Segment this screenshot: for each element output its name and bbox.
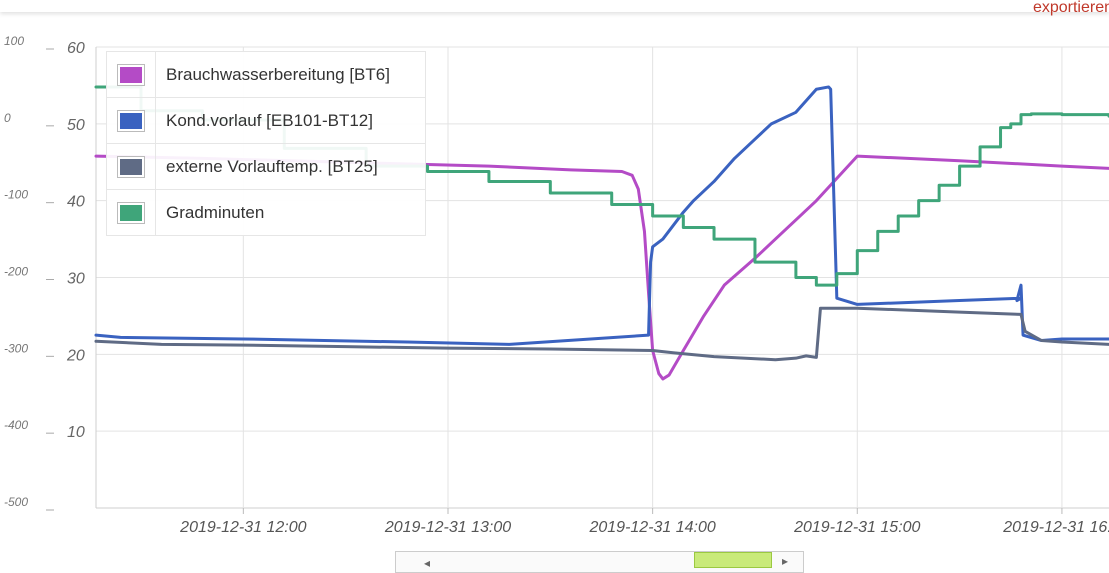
- legend-item-gradminuten[interactable]: Gradminuten: [107, 190, 425, 235]
- range-navigator[interactable]: ◂ ▸: [395, 551, 804, 573]
- legend-label: Gradminuten: [166, 202, 265, 222]
- y-tick-label-gradminuten: -200: [4, 265, 28, 279]
- series-line-1: [94, 85, 1109, 346]
- y-tick-label-gradminuten: 0: [4, 111, 11, 125]
- legend-label: externe Vorlauftemp. [BT25]: [166, 156, 378, 176]
- y-tick-label-temp: 30: [67, 271, 85, 288]
- y-tick-label-gradminuten: -500: [4, 495, 28, 509]
- y-tick-label-gradminuten: 100: [4, 34, 24, 48]
- series-line-3: [94, 85, 1109, 287]
- legend-label: Kond.vorlauf [EB101-BT12]: [166, 110, 373, 130]
- y-tick-label-gradminuten: -300: [4, 341, 28, 355]
- legend-swatch: [117, 201, 145, 224]
- y-tick-label-gradminuten: -100: [4, 188, 28, 202]
- y-tick-label-temp: 10: [67, 424, 85, 441]
- x-tick-label: 2019-12-31 12:00: [179, 519, 306, 536]
- navigator-right-arrow-icon[interactable]: ▸: [782, 554, 789, 568]
- series-line-0: [94, 154, 1109, 381]
- x-tick-label: 2019-12-31 13:00: [384, 519, 511, 536]
- export-link[interactable]: exportieren: [1032, 0, 1109, 16]
- y-tick-label-gradminuten: -400: [4, 418, 28, 432]
- legend-label: Brauchwasserbereitung [BT6]: [166, 64, 390, 84]
- legend-item-bt6[interactable]: Brauchwasserbereitung [BT6]: [107, 52, 425, 98]
- y-tick-label-temp: 50: [67, 117, 85, 134]
- navigator-handle[interactable]: [694, 552, 772, 568]
- legend-swatch: [117, 155, 145, 178]
- top-toolbar: [0, 0, 1109, 12]
- series-line-2: [94, 306, 1109, 362]
- legend-swatch: [117, 63, 145, 86]
- navigator-left-arrow-icon[interactable]: ◂: [424, 556, 431, 570]
- y-tick-label-temp: 40: [67, 194, 85, 211]
- y-tick-label-temp: 60: [67, 40, 85, 57]
- y-tick-label-temp: 20: [66, 347, 85, 364]
- legend-item-bt25[interactable]: externe Vorlauftemp. [BT25]: [107, 144, 425, 190]
- legend-swatch: [117, 109, 145, 132]
- chart-legend[interactable]: Brauchwasserbereitung [BT6] Kond.vorlauf…: [106, 51, 426, 236]
- x-tick-label: 2019-12-31 16:0: [1002, 519, 1109, 536]
- x-tick-label: 2019-12-31 15:00: [793, 519, 920, 536]
- x-tick-label: 2019-12-31 14:00: [588, 519, 715, 536]
- legend-item-bt12[interactable]: Kond.vorlauf [EB101-BT12]: [107, 98, 425, 144]
